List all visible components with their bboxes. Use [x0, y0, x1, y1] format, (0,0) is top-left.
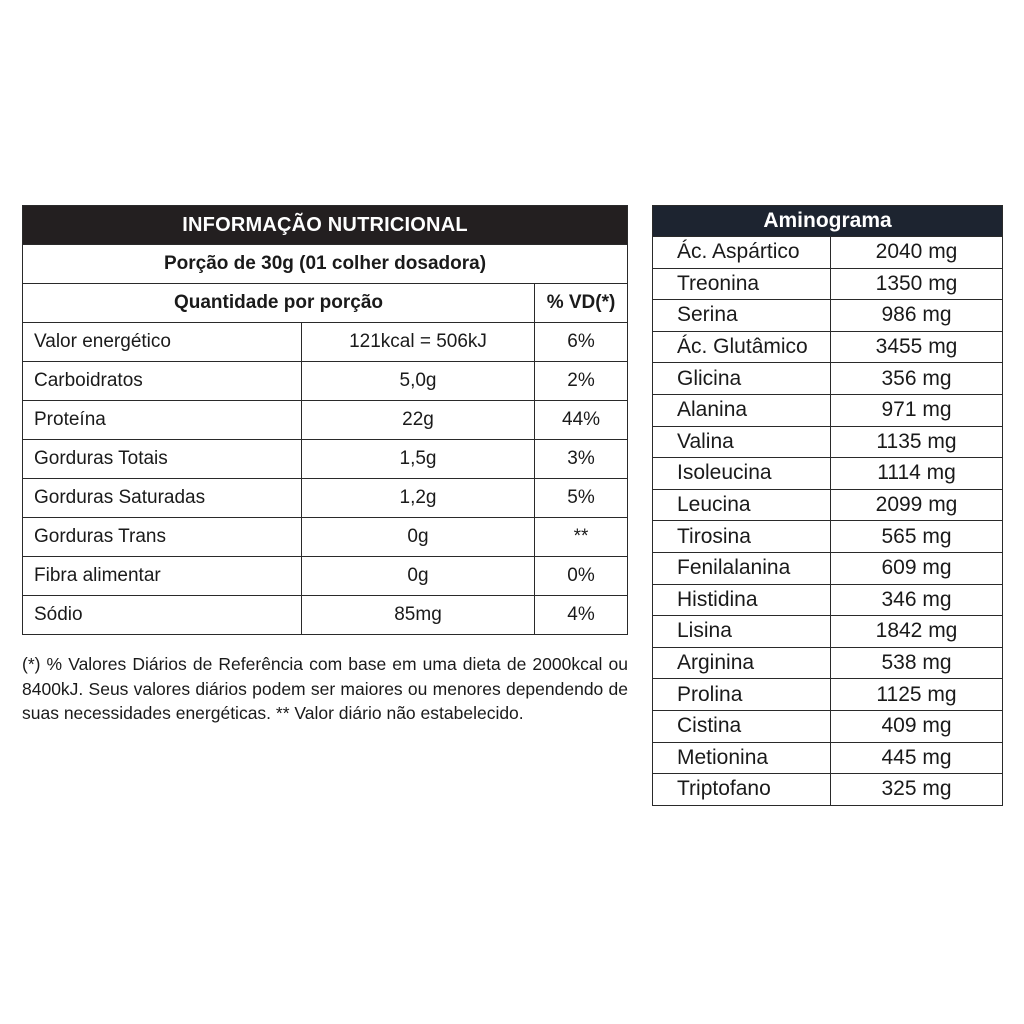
amino-acid-amount: 1125 mg [829, 678, 1004, 711]
table-row: Gorduras Totais 1,5g 3% [22, 439, 629, 479]
amino-acid-amount: 1114 mg [829, 457, 1004, 490]
nutrient-name: Proteína [22, 400, 302, 440]
amino-acid-amount: 971 mg [829, 393, 1004, 427]
nutrition-header-row: INFORMAÇÃO NUTRICIONAL [21, 205, 629, 245]
nutrient-name: Carboidratos [22, 361, 302, 401]
nutrient-vd: 2% [533, 361, 629, 401]
amino-acid-amount: 3455 mg [829, 330, 1004, 364]
nutrient-amount: 85mg [301, 595, 535, 635]
amino-acid-name: Tirosina [652, 520, 831, 553]
amino-acid-amount: 1135 mg [829, 425, 1004, 459]
nutrient-name: Gorduras Trans [22, 517, 302, 557]
table-row: Glicina 356 mg [652, 362, 1004, 395]
nutrient-amount: 0g [301, 517, 535, 557]
nutrient-name: Sódio [22, 595, 302, 635]
table-row: Treonina 1350 mg [652, 267, 1004, 301]
nutrition-footnote: (*) % Valores Diários de Referência com … [22, 654, 628, 723]
nutrient-amount: 0g [301, 556, 535, 596]
table-row: Ác. Aspártico 2040 mg [652, 236, 1004, 269]
table-row: Sódio 85mg 4% [22, 595, 629, 635]
table-row: Serina 986 mg [652, 299, 1004, 332]
portion-row: Porção de 30g (01 colher dosadora) [21, 244, 629, 284]
amino-acid-name: Leucina [652, 488, 831, 522]
nutrient-vd: 6% [533, 322, 629, 362]
amino-acid-name: Cistina [652, 709, 831, 743]
column-header-vd: % VD(*) [533, 283, 629, 323]
amino-acid-amount: 2040 mg [829, 236, 1004, 269]
portion-size: Porção de 30g (01 colher dosadora) [21, 244, 629, 284]
aminogram-title: Aminograma [651, 205, 1004, 237]
nutrition-facts-table: INFORMAÇÃO NUTRICIONAL Porção de 30g (01… [21, 205, 629, 635]
amino-acid-name: Metionina [652, 741, 831, 775]
aminogram-table: Aminograma Ác. Aspártico 2040 mg Treonina 1… [651, 205, 1004, 806]
amino-acid-amount: 538 mg [829, 646, 1004, 680]
nutrient-vd: 5% [533, 478, 629, 518]
amino-acid-name: Histidina [652, 583, 831, 617]
amino-acid-amount: 445 mg [829, 741, 1004, 775]
amino-acid-amount: 1350 mg [829, 267, 1004, 301]
amino-acid-amount: 609 mg [829, 551, 1004, 585]
table-row: Histidina 346 mg [652, 583, 1004, 617]
table-row: Cistina 409 mg [652, 709, 1004, 743]
nutrient-vd: 0% [533, 556, 629, 596]
table-row: Triptofano 325 mg [652, 773, 1004, 806]
amino-acid-amount: 356 mg [829, 362, 1004, 395]
table-row: Isoleucina 1114 mg [652, 457, 1004, 490]
amino-acid-name: Valina [652, 425, 831, 459]
amino-acid-name: Ác. Glutâmico [652, 330, 831, 364]
table-row: Lisina 1842 mg [652, 615, 1004, 648]
amino-acid-name: Fenilalanina [652, 551, 831, 585]
nutrient-amount: 121kcal = 506kJ [301, 322, 535, 362]
nutrient-name: Fibra alimentar [22, 556, 302, 596]
amino-acid-name: Glicina [652, 362, 831, 395]
amino-acid-name: Triptofano [652, 773, 831, 806]
amino-acid-name: Prolina [652, 678, 831, 711]
table-row: Proteína 22g 44% [22, 400, 629, 440]
nutrient-amount: 1,5g [301, 439, 535, 479]
nutrient-vd: 44% [533, 400, 629, 440]
nutrient-name: Gorduras Totais [22, 439, 302, 479]
table-row: Valina 1135 mg [652, 425, 1004, 459]
table-row: Carboidratos 5,0g 2% [22, 361, 629, 401]
column-header-row: Quantidade por porção % VD(*) [22, 283, 629, 323]
amino-acid-amount: 2099 mg [829, 488, 1004, 522]
table-row: Leucina 2099 mg [652, 488, 1004, 522]
nutrition-title: INFORMAÇÃO NUTRICIONAL [21, 205, 629, 245]
nutrient-vd: ** [533, 517, 629, 557]
table-row: Gorduras Saturadas 1,2g 5% [22, 478, 629, 518]
table-row: Alanina 971 mg [652, 393, 1004, 427]
amino-acid-amount: 1842 mg [829, 615, 1004, 648]
amino-acid-amount: 346 mg [829, 583, 1004, 617]
table-row: Gorduras Trans 0g ** [22, 517, 629, 557]
nutrient-name: Gorduras Saturadas [22, 478, 302, 518]
amino-acid-amount: 409 mg [829, 709, 1004, 743]
table-row: Fenilalanina 609 mg [652, 551, 1004, 585]
table-row: Ác. Glutâmico 3455 mg [652, 330, 1004, 364]
table-row: Metionina 445 mg [652, 741, 1004, 775]
nutrient-amount: 1,2g [301, 478, 535, 518]
nutrient-vd: 3% [533, 439, 629, 479]
amino-acid-amount: 565 mg [829, 520, 1004, 553]
amino-acid-name: Treonina [652, 267, 831, 301]
amino-acid-amount: 325 mg [829, 773, 1004, 806]
table-row: Prolina 1125 mg [652, 678, 1004, 711]
aminogram-header-row: Aminograma [651, 205, 1004, 237]
table-row: Valor energético 121kcal = 506kJ 6% [22, 322, 629, 362]
amino-acid-name: Alanina [652, 393, 831, 427]
amino-acid-name: Ác. Aspártico [652, 236, 831, 269]
nutrient-amount: 22g [301, 400, 535, 440]
nutrient-vd: 4% [533, 595, 629, 635]
column-header-quantity: Quantidade por porção [22, 283, 535, 323]
table-row: Tirosina 565 mg [652, 520, 1004, 553]
nutrient-amount: 5,0g [301, 361, 535, 401]
amino-acid-name: Isoleucina [652, 457, 831, 490]
amino-acid-amount: 986 mg [829, 299, 1004, 332]
table-row: Fibra alimentar 0g 0% [22, 556, 629, 596]
nutrient-name: Valor energético [22, 322, 302, 362]
amino-acid-name: Lisina [652, 615, 831, 648]
amino-acid-name: Arginina [652, 646, 831, 680]
amino-acid-name: Serina [652, 299, 831, 332]
table-row: Arginina 538 mg [652, 646, 1004, 680]
